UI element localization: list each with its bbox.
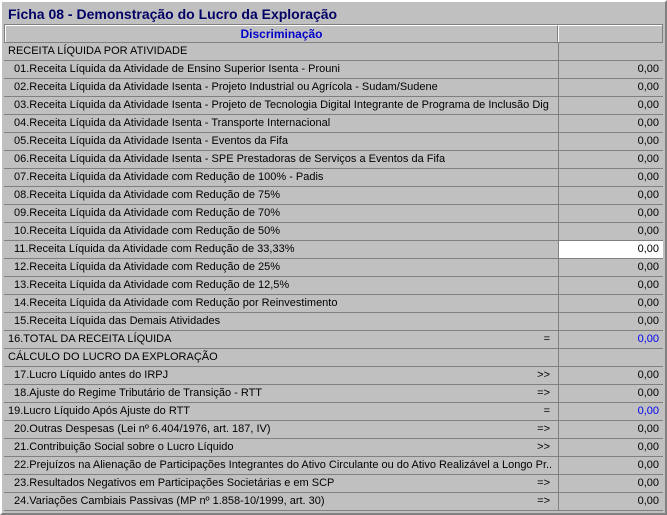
row-label: 05.Receita Líquida da Atividade Isenta -…: [4, 133, 559, 151]
arrow-indicator: =: [544, 403, 554, 420]
row-value[interactable]: 0,00: [559, 277, 663, 295]
table-row[interactable]: 18.Ajuste do Regime Tributário de Transi…: [4, 385, 663, 403]
row-value[interactable]: 0,00: [559, 241, 663, 259]
row-value[interactable]: 0,00: [559, 295, 663, 313]
row-label: 24.Variações Cambiais Passivas (MP nº 1.…: [4, 493, 559, 511]
table-row[interactable]: CÁLCULO DO LUCRO DA EXPLORAÇÃO: [4, 349, 663, 367]
table-row[interactable]: 16.TOTAL DA RECEITA LÍQUIDA=0,00: [4, 331, 663, 349]
table-row[interactable]: 14.Receita Líquida da Atividade com Redu…: [4, 295, 663, 313]
row-value[interactable]: 0,00: [559, 187, 663, 205]
table-row[interactable]: 15.Receita Líquida das Demais Atividades…: [4, 313, 663, 331]
table-row[interactable]: 20.Outras Despesas (Lei nº 6.404/1976, a…: [4, 421, 663, 439]
panel-title: Ficha 08 - Demonstração do Lucro da Expl…: [4, 4, 663, 24]
table-row[interactable]: 03.Receita Líquida da Atividade Isenta -…: [4, 97, 663, 115]
arrow-indicator: =>: [537, 493, 554, 510]
row-value[interactable]: 0,00: [559, 313, 663, 331]
row-value[interactable]: 0,00: [559, 385, 663, 403]
row-label: 08.Receita Líquida da Atividade com Redu…: [4, 187, 559, 205]
row-label: 04.Receita Líquida da Atividade Isenta -…: [4, 115, 559, 133]
row-value[interactable]: 0,00: [559, 493, 663, 511]
row-value[interactable]: 0,00: [559, 457, 663, 475]
row-value[interactable]: 0,00: [559, 367, 663, 385]
table-row[interactable]: 23.Resultados Negativos em Participações…: [4, 475, 663, 493]
row-value[interactable]: 0,00: [559, 475, 663, 493]
row-label: 12.Receita Líquida da Atividade com Redu…: [4, 259, 559, 277]
arrow-indicator: =: [544, 331, 554, 348]
table-row[interactable]: 24.Variações Cambiais Passivas (MP nº 1.…: [4, 493, 663, 511]
row-label: 17.Lucro Líquido antes do IRPJ>>: [4, 367, 559, 385]
row-value[interactable]: 0,00: [559, 115, 663, 133]
arrow-indicator: =>: [537, 385, 554, 402]
table-row[interactable]: 06.Receita Líquida da Atividade Isenta -…: [4, 151, 663, 169]
table-row[interactable]: 12.Receita Líquida da Atividade com Redu…: [4, 259, 663, 277]
row-value[interactable]: 0,00: [559, 133, 663, 151]
table-row[interactable]: 21.Contribuição Social sobre o Lucro Líq…: [4, 439, 663, 457]
arrow-indicator: >>: [537, 367, 554, 384]
arrow-indicator: =>: [537, 421, 554, 438]
row-label: 03.Receita Líquida da Atividade Isenta -…: [4, 97, 559, 115]
row-label: RECEITA LÍQUIDA POR ATIVIDADE: [4, 43, 559, 61]
row-value[interactable]: 0,00: [559, 331, 663, 349]
row-label: CÁLCULO DO LUCRO DA EXPLORAÇÃO: [4, 349, 559, 367]
table-body: RECEITA LÍQUIDA POR ATIVIDADE01.Receita …: [4, 43, 663, 511]
row-label: 09.Receita Líquida da Atividade com Redu…: [4, 205, 559, 223]
table-row[interactable]: 17.Lucro Líquido antes do IRPJ>>0,00: [4, 367, 663, 385]
row-value[interactable]: 0,00: [559, 97, 663, 115]
row-label: 11.Receita Líquida da Atividade com Redu…: [4, 241, 559, 259]
table-header: Discriminação: [4, 24, 663, 43]
table-row[interactable]: 02.Receita Líquida da Atividade Isenta -…: [4, 79, 663, 97]
row-label: 22.Prejuízos na Alienação de Participaçõ…: [4, 457, 559, 475]
row-label: 19.Lucro Líquido Após Ajuste do RTT=: [4, 403, 559, 421]
table-row[interactable]: 10.Receita Líquida da Atividade com Redu…: [4, 223, 663, 241]
table-row[interactable]: 08.Receita Líquida da Atividade com Redu…: [4, 187, 663, 205]
row-value[interactable]: 0,00: [559, 61, 663, 79]
ficha-panel: Ficha 08 - Demonstração do Lucro da Expl…: [0, 0, 667, 515]
table-row[interactable]: 01.Receita Líquida da Atividade de Ensin…: [4, 61, 663, 79]
table-row[interactable]: 22.Prejuízos na Alienação de Participaçõ…: [4, 457, 663, 475]
row-label: 07.Receita Líquida da Atividade com Redu…: [4, 169, 559, 187]
row-value[interactable]: 0,00: [559, 151, 663, 169]
row-value[interactable]: 0,00: [559, 439, 663, 457]
row-label: 01.Receita Líquida da Atividade de Ensin…: [4, 61, 559, 79]
row-value[interactable]: 0,00: [559, 421, 663, 439]
row-label: 13.Receita Líquida da Atividade com Redu…: [4, 277, 559, 295]
row-label: 21.Contribuição Social sobre o Lucro Líq…: [4, 439, 559, 457]
table-row[interactable]: 04.Receita Líquida da Atividade Isenta -…: [4, 115, 663, 133]
row-value[interactable]: [559, 43, 663, 61]
row-value[interactable]: 0,00: [559, 79, 663, 97]
row-value[interactable]: 0,00: [559, 259, 663, 277]
table-row[interactable]: 07.Receita Líquida da Atividade com Redu…: [4, 169, 663, 187]
row-label: 10.Receita Líquida da Atividade com Redu…: [4, 223, 559, 241]
table-row[interactable]: 13.Receita Líquida da Atividade com Redu…: [4, 277, 663, 295]
arrow-indicator: >>: [537, 439, 554, 456]
row-label: 23.Resultados Negativos em Participações…: [4, 475, 559, 493]
table-row[interactable]: 19.Lucro Líquido Após Ajuste do RTT=0,00: [4, 403, 663, 421]
table-row[interactable]: 09.Receita Líquida da Atividade com Redu…: [4, 205, 663, 223]
row-value[interactable]: 0,00: [559, 223, 663, 241]
table-row[interactable]: 05.Receita Líquida da Atividade Isenta -…: [4, 133, 663, 151]
row-label: 18.Ajuste do Regime Tributário de Transi…: [4, 385, 559, 403]
header-value: [558, 25, 662, 42]
table-row[interactable]: 11.Receita Líquida da Atividade com Redu…: [4, 241, 663, 259]
table-row[interactable]: RECEITA LÍQUIDA POR ATIVIDADE: [4, 43, 663, 61]
header-discriminacao: Discriminação: [5, 25, 558, 42]
row-label: 15.Receita Líquida das Demais Atividades: [4, 313, 559, 331]
arrow-indicator: =>: [537, 475, 554, 492]
row-label: 14.Receita Líquida da Atividade com Redu…: [4, 295, 559, 313]
row-label: 02.Receita Líquida da Atividade Isenta -…: [4, 79, 559, 97]
row-label: 06.Receita Líquida da Atividade Isenta -…: [4, 151, 559, 169]
row-label: 16.TOTAL DA RECEITA LÍQUIDA=: [4, 331, 559, 349]
row-value[interactable]: 0,00: [559, 169, 663, 187]
row-value[interactable]: 0,00: [559, 403, 663, 421]
row-value[interactable]: [559, 349, 663, 367]
row-value[interactable]: 0,00: [559, 205, 663, 223]
row-label: 20.Outras Despesas (Lei nº 6.404/1976, a…: [4, 421, 559, 439]
